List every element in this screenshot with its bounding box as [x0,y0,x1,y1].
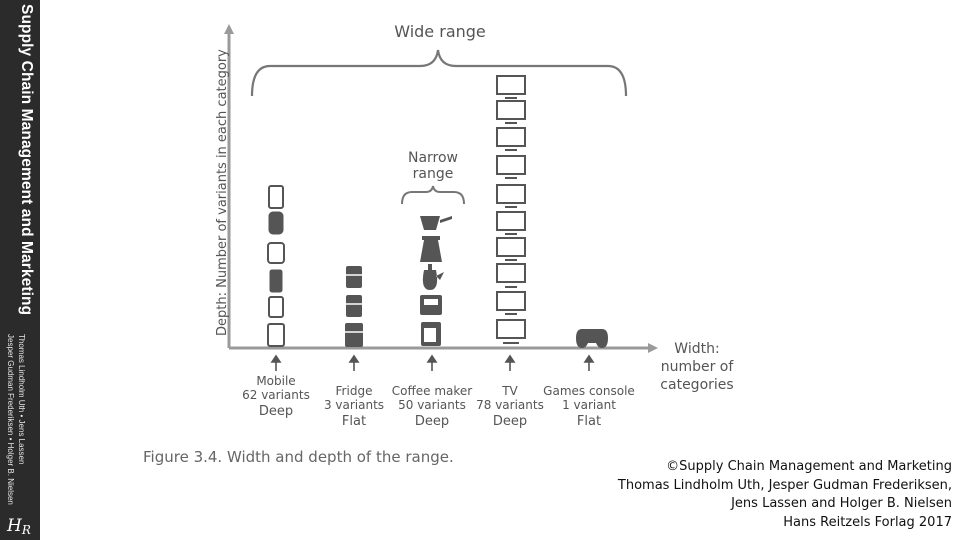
fridge-icon [346,266,362,288]
narrow-range-label: Narrow range [407,150,459,182]
publisher-logo: HR [7,516,31,537]
y-axis-label: Depth: Number of variants in each catego… [215,49,230,336]
tv-icon [496,291,526,311]
wide-range-brace [250,49,628,97]
fridge-icon [345,323,363,347]
tv-icon [496,100,526,120]
mobile-phone-icon [267,242,285,264]
tv-icon [496,237,526,257]
category-label-games-console: Games console 1 variant Flat [543,384,635,429]
gamepad-icon [576,329,608,348]
category-label-coffee-maker: Coffee maker 50 variants Deep [391,384,473,429]
mobile-phone-icon [268,296,284,318]
coffee-maker-icon [420,216,452,230]
mobile-phone-icon [268,211,284,235]
category-arrows [270,354,595,371]
mobile-phone-icon [269,269,283,293]
tv-icon [496,211,526,231]
category-label-fridge: Fridge 3 variants Flat [323,384,385,429]
tv-stack [496,75,526,344]
wide-range-label: Wide range [394,22,486,41]
tv-icon [496,75,526,95]
category-label-tv: TV 78 variants Deep [476,384,544,429]
fridge-icon [346,295,362,317]
x-axis-label: Width: number of categories [660,341,734,393]
games-console-stack [576,329,608,348]
tv-icon [496,319,526,339]
y-axis-arrow [224,24,234,34]
category-label-mobile: Mobile 62 variants Deep [242,374,310,419]
tv-icon [496,127,526,147]
tv-icon [496,155,526,175]
coffee-maker-stack [420,216,452,346]
mobile-stack [267,185,285,347]
coffee-maker-icon [422,264,444,290]
fridge-stack [345,266,363,347]
tv-icon [496,263,526,283]
copyright-credit: ©Supply Chain Management and Marketing T… [617,459,952,530]
coffee-maker-icon [420,236,442,262]
book-spine: Supply Chain Management and Marketing Th… [0,0,40,540]
tv-icon [496,184,526,204]
figure-caption: Figure 3.4. Width and depth of the range… [143,448,454,466]
mobile-phone-icon [268,185,284,209]
mobile-phone-icon [267,323,285,347]
narrow-range-brace [401,185,465,205]
x-axis-arrow [648,343,658,353]
